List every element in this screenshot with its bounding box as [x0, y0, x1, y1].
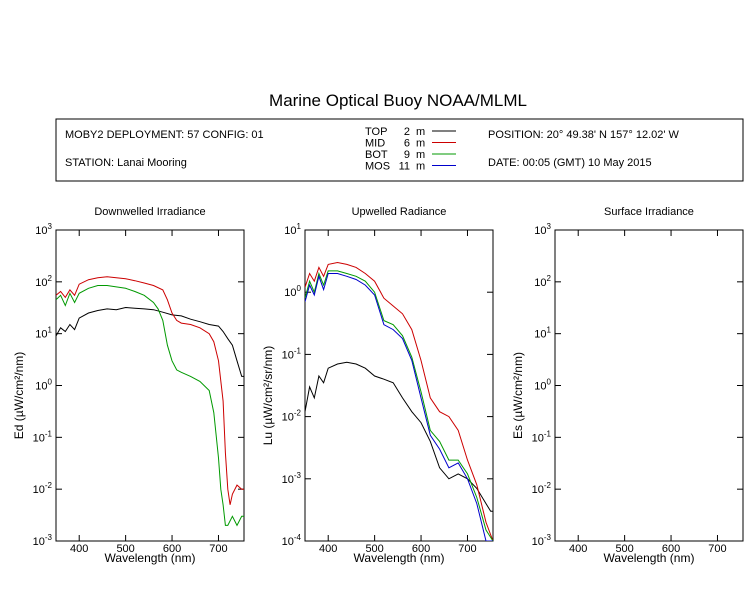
date-info: DATE: 00:05 (GMT) 10 May 2015: [488, 157, 652, 169]
y-tick-label: 100: [35, 378, 52, 393]
y-tick-label: 102: [35, 274, 52, 289]
x-tick-label: 700: [708, 543, 726, 555]
info-box: [55, 118, 744, 182]
x-axis-label: Wavelength (nm): [604, 551, 695, 565]
x-tick-label: 600: [412, 543, 430, 555]
y-tick-label: 10-2: [282, 409, 302, 424]
y-tick-label: 101: [284, 222, 301, 237]
y-tick-label: 100: [534, 378, 551, 393]
y-tick-label: 10-1: [33, 429, 53, 444]
x-tick-label: 400: [319, 543, 337, 555]
x-tick-label: 700: [458, 543, 476, 555]
y-tick-label: 10-2: [532, 481, 552, 496]
y-tick-label: 10-3: [282, 471, 302, 486]
y-tick-label: 102: [534, 274, 551, 289]
y-axis-label: Es (µW/cm²/nm): [511, 352, 525, 439]
panel-3: Surface Irradiance 400 500 600 700 Wavelength…: [511, 206, 744, 565]
panel-2: Upwelled Radiance 400 500 600 700 Wavelength …: [261, 206, 494, 565]
y-tick-label: 10-4: [282, 533, 302, 548]
series-line-bot: [305, 270, 493, 541]
y-tick-label: 10-3: [33, 533, 53, 548]
legend-label-mos: MOS: [365, 161, 390, 173]
x-axis-label: Wavelength (nm): [354, 551, 445, 565]
legend-depth-bot: 9: [404, 149, 410, 161]
series-line-mid: [56, 276, 244, 505]
x-tick-label: 500: [365, 543, 383, 555]
x-tick-label: 600: [163, 543, 181, 555]
x-tick-label: 500: [116, 543, 134, 555]
series-line-top: [56, 306, 244, 377]
panel-title: Downwelled Irradiance: [94, 206, 205, 218]
legend-unit-top: m: [416, 126, 425, 138]
legend-depth-top: 2: [404, 126, 410, 138]
plot-frame: [55, 229, 245, 542]
y-tick-label: 10-1: [282, 346, 302, 361]
deployment-info: MOBY2 DEPLOYMENT: 57 CONFIG: 01: [65, 129, 264, 141]
panel-title: Surface Irradiance: [604, 206, 694, 218]
figure-title: Marine Optical Buoy NOAA/MLML: [269, 91, 527, 110]
y-tick-label: 10-3: [532, 533, 552, 548]
x-tick-label: 500: [615, 543, 633, 555]
x-tick-label: 600: [662, 543, 680, 555]
series-line-mos: [305, 273, 493, 541]
series-line-mid: [305, 261, 493, 541]
legend-label-mid: MID: [365, 138, 385, 150]
y-tick-label: 100: [284, 284, 301, 299]
legend-depth-mid: 6: [404, 138, 410, 150]
position-info: POSITION: 20° 49.38' N 157° 12.02' W: [488, 129, 680, 141]
y-tick-label: 103: [35, 222, 52, 237]
x-tick-label: 400: [70, 543, 88, 555]
chart-panels: Downwelled Irradiance 400 500 600 700 Wavelen…: [12, 206, 744, 565]
y-axis-label: Ed (µW/cm²/nm): [12, 352, 26, 440]
y-tick-label: 103: [534, 222, 551, 237]
legend-unit-mos: m: [416, 161, 425, 173]
x-tick-label: 400: [569, 543, 587, 555]
legend-unit-mid: m: [416, 138, 425, 150]
legend-depth-mos: 11: [399, 161, 410, 173]
series-line-top: [305, 361, 493, 512]
panel-title: Upwelled Radiance: [352, 206, 447, 218]
panel-1: Downwelled Irradiance 400 500 600 700 Wavelen…: [12, 206, 245, 565]
series-line-bot: [56, 285, 244, 527]
y-tick-label: 101: [534, 326, 551, 341]
legend-unit-bot: m: [416, 149, 425, 161]
plot-frame: [304, 229, 494, 542]
legend-label-top: TOP: [365, 126, 387, 138]
x-tick-label: 700: [209, 543, 227, 555]
plot-frame: [554, 229, 744, 542]
y-tick-label: 101: [35, 326, 52, 341]
station-info: STATION: Lanai Mooring: [65, 157, 187, 169]
y-tick-label: 10-2: [33, 481, 53, 496]
legend-label-bot: BOT: [365, 149, 388, 161]
y-tick-label: 10-1: [532, 429, 552, 444]
x-axis-label: Wavelength (nm): [105, 551, 196, 565]
y-axis-label: Lu (µW/cm²/sr/nm): [261, 346, 275, 446]
